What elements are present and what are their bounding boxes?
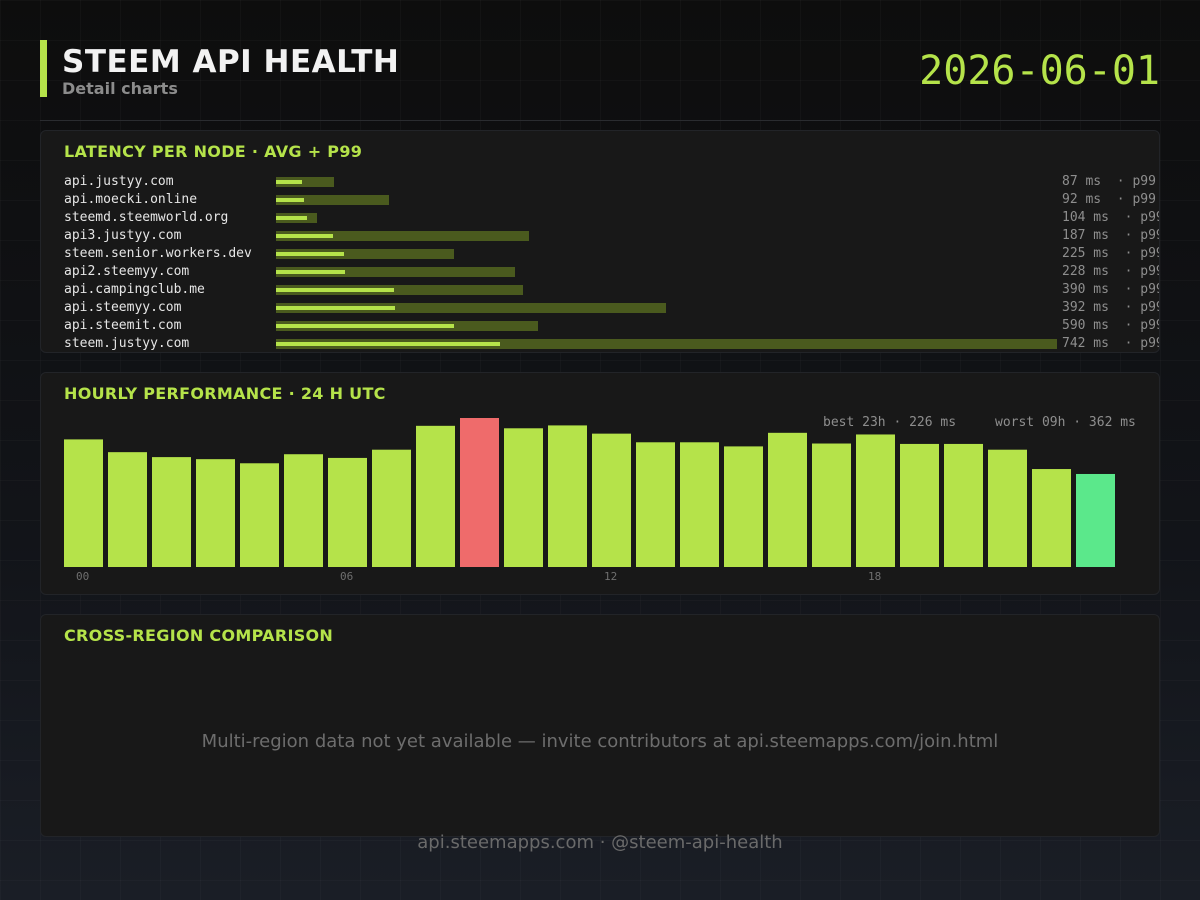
hour-bar (768, 432, 807, 567)
hour-bar (416, 425, 455, 567)
p99-bar (276, 177, 335, 187)
latency-row: api.campingclub.me 390 ms · p99 818 (41, 281, 1159, 299)
hour-tick-label: 12 (604, 570, 617, 583)
header-accent-bar (40, 40, 47, 97)
node-name: api.justyy.com (64, 174, 174, 189)
hour-bar (64, 439, 103, 567)
hour-bar (636, 442, 675, 567)
hour-bar (724, 446, 763, 567)
latency-value-label: 390 ms · p99 818 (1062, 282, 1159, 297)
latency-row: api3.justyy.com 187 ms · p99 838 (41, 227, 1159, 245)
hour-bar-worst (460, 418, 499, 567)
latency-row: steemd.steemworld.org 104 ms · p99 136 (41, 209, 1159, 227)
latency-row: api.justyy.com 87 ms · p99 192 (41, 173, 1159, 191)
hour-bar (548, 425, 587, 567)
latency-row: api.moecki.online 92 ms · p99 374 (41, 191, 1159, 209)
hour-bar (900, 443, 939, 567)
footer: api.steemapps.com · @steem-api-health (417, 832, 783, 853)
avg-bar (276, 180, 303, 184)
p99-bar (276, 195, 390, 205)
hour-bar (240, 463, 279, 567)
hour-tick-label: 06 (340, 570, 353, 583)
hourly-panel: HOURLY PERFORMANCE · 24 H UTC best 23h ·… (40, 372, 1160, 595)
p99-bar (276, 249, 455, 259)
latency-panel-title: LATENCY PER NODE · AVG + P99 (64, 142, 363, 161)
region-panel-title: CROSS-REGION COMPARISON (64, 626, 334, 645)
hourly-chart: 00 06 12 18 (64, 418, 1115, 583)
latency-value-label: 104 ms · p99 136 (1062, 210, 1159, 225)
node-name: api.steemit.com (64, 318, 182, 333)
avg-bar (276, 252, 345, 256)
latency-row: steem.justyy.com 742 ms · p99 2582 (41, 335, 1159, 352)
hour-bar (592, 433, 631, 567)
page-subtitle: Detail charts (62, 79, 178, 98)
report-date: 2026-06-01 (919, 48, 1160, 94)
region-empty-message: Multi-region data not yet available — in… (201, 731, 999, 752)
latency-row: api2.steemyy.com 228 ms · p99 789 (41, 263, 1159, 281)
avg-bar (276, 288, 394, 292)
hour-bar (284, 454, 323, 567)
hour-tick-label: 18 (868, 570, 881, 583)
avg-bar (276, 198, 304, 202)
latency-row: api.steemit.com 590 ms · p99 865 (41, 317, 1159, 335)
page-header: STEEM API HEALTH Detail charts 2026-06-0… (40, 40, 1160, 100)
latency-row: steem.senior.workers.dev 225 ms · p99 589 (41, 245, 1159, 263)
latency-value-label: 228 ms · p99 789 (1062, 264, 1159, 279)
avg-bar (276, 270, 345, 274)
node-name: steem.justyy.com (64, 336, 190, 351)
hour-bar (504, 428, 543, 567)
hour-bar (372, 449, 411, 567)
node-name: steemd.steemworld.org (64, 210, 229, 225)
hour-bar (328, 457, 367, 567)
hour-bar (108, 452, 147, 567)
avg-bar (276, 234, 333, 238)
hour-bar (680, 442, 719, 567)
hour-bar (988, 449, 1027, 567)
latency-value-label: 225 ms · p99 589 (1062, 246, 1159, 261)
latency-row: api.steemyy.com 392 ms · p99 1288 (41, 299, 1159, 317)
node-name: api.moecki.online (64, 192, 198, 207)
latency-value-label: 87 ms · p99 192 (1062, 174, 1156, 189)
latency-value-label: 392 ms · p99 1288 (1062, 300, 1159, 315)
p99-bar (276, 231, 530, 241)
node-name: steem.senior.workers.dev (64, 246, 252, 261)
latency-panel: LATENCY PER NODE · AVG + P99 api.justyy.… (40, 130, 1160, 353)
p99-bar (276, 303, 666, 313)
region-panel: CROSS-REGION COMPARISON Multi-region dat… (40, 614, 1160, 837)
latency-value-label: 92 ms · p99 374 (1062, 192, 1156, 207)
avg-bar (276, 306, 395, 310)
node-name: api2.steemyy.com (64, 264, 190, 279)
latency-value-label: 590 ms · p99 865 (1062, 318, 1159, 333)
avg-bar (276, 216, 308, 220)
node-name: api.steemyy.com (64, 300, 182, 315)
best-hour-label: best 23h · 226 ms (823, 415, 957, 430)
hour-bar (812, 443, 851, 567)
hour-bar (944, 443, 983, 567)
avg-bar (276, 342, 501, 346)
latency-value-label: 187 ms · p99 838 (1062, 228, 1159, 243)
worst-hour-label: worst 09h · 362 ms (995, 415, 1136, 430)
header-divider (40, 120, 1160, 121)
p99-bar (276, 267, 515, 277)
hour-bar (856, 434, 895, 567)
node-name: api.campingclub.me (64, 282, 205, 297)
hour-bar (152, 457, 191, 567)
hourly-panel-title: HOURLY PERFORMANCE · 24 H UTC (64, 384, 386, 403)
avg-bar (276, 324, 455, 328)
hour-bar (196, 459, 235, 567)
p99-bar (276, 339, 1057, 349)
hour-bar (1032, 469, 1071, 567)
latency-value-label: 742 ms · p99 2582 (1062, 336, 1159, 351)
page-title: STEEM API HEALTH (62, 44, 400, 80)
p99-bar (276, 285, 524, 295)
hour-bar-best (1076, 473, 1115, 567)
hour-tick-label: 00 (76, 570, 89, 583)
node-name: api3.justyy.com (64, 228, 182, 243)
